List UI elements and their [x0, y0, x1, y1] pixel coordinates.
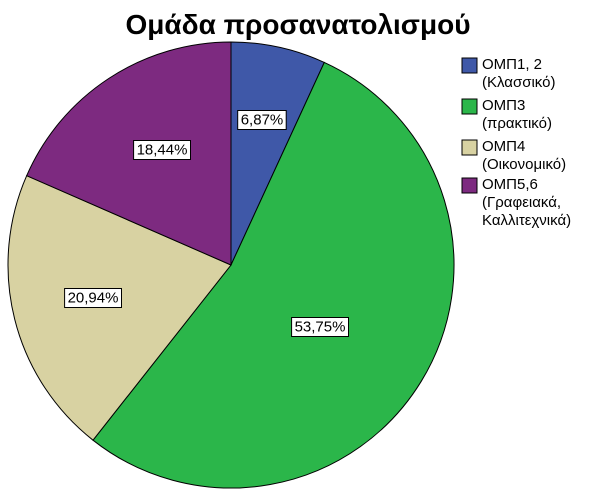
pie-data-labels: 6,87% 53,75% 20,94% 18,44% — [64, 110, 350, 337]
legend-item-1: ΟΜΠ1, 2(Κλασσικό) — [461, 56, 555, 91]
pie-slice-2 — [92, 61, 455, 489]
data-label-3: 20,94% — [64, 288, 122, 308]
chart-title: Ομάδα προσανατολισμού — [126, 9, 471, 40]
data-label-box-3 — [64, 288, 122, 308]
data-label-box-1 — [237, 110, 287, 130]
legend-label-4-line-3: Καλλιτεχνικά) — [482, 212, 571, 229]
legend-swatch-2 — [461, 98, 478, 115]
legend-swatch-1 — [461, 57, 478, 74]
data-label-text-2: 53,75% — [295, 319, 346, 336]
legend-label-2-line-2: (πρακτικό) — [482, 115, 552, 132]
legend-label-4-line-1: ΟΜΠ5,6 — [482, 176, 538, 193]
legend-label-3-line-1: ΟΜΠ4 — [482, 138, 525, 155]
data-label-box-4 — [133, 140, 192, 160]
legend: ΟΜΠ1, 2(Κλασσικό) ΟΜΠ3(πρακτικό) ΟΜΠ4(Οικο… — [461, 56, 571, 229]
legend-label-2-line-1: ΟΜΠ3 — [482, 97, 525, 114]
data-label-text-3: 20,94% — [68, 290, 119, 307]
data-label-2: 53,75% — [291, 317, 350, 337]
data-label-text-1: 6,87% — [241, 112, 284, 129]
data-label-4: 18,44% — [133, 140, 192, 160]
legend-item-2: ΟΜΠ3(πρακτικό) — [461, 97, 552, 132]
legend-item-4: ΟΜΠ5,6(Γραφειακά,Καλλιτεχνικά) — [461, 176, 571, 229]
legend-label-3-line-2: (Οικονομικό) — [482, 156, 566, 173]
legend-swatch-4 — [461, 177, 478, 194]
legend-label-1-line-1: ΟΜΠ1, 2 — [482, 56, 542, 73]
legend-item-3: ΟΜΠ4(Οικονομικό) — [461, 138, 566, 173]
data-label-1: 6,87% — [237, 110, 287, 130]
legend-label-4-line-2: (Γραφειακά, — [482, 194, 561, 211]
pie-slice-4 — [26, 41, 232, 266]
data-label-text-4: 18,44% — [137, 142, 188, 159]
pie-slices — [7, 41, 455, 489]
legend-label-1-line-2: (Κλασσικό) — [482, 74, 555, 91]
data-label-box-2 — [291, 317, 350, 337]
legend-swatch-3 — [461, 139, 478, 156]
